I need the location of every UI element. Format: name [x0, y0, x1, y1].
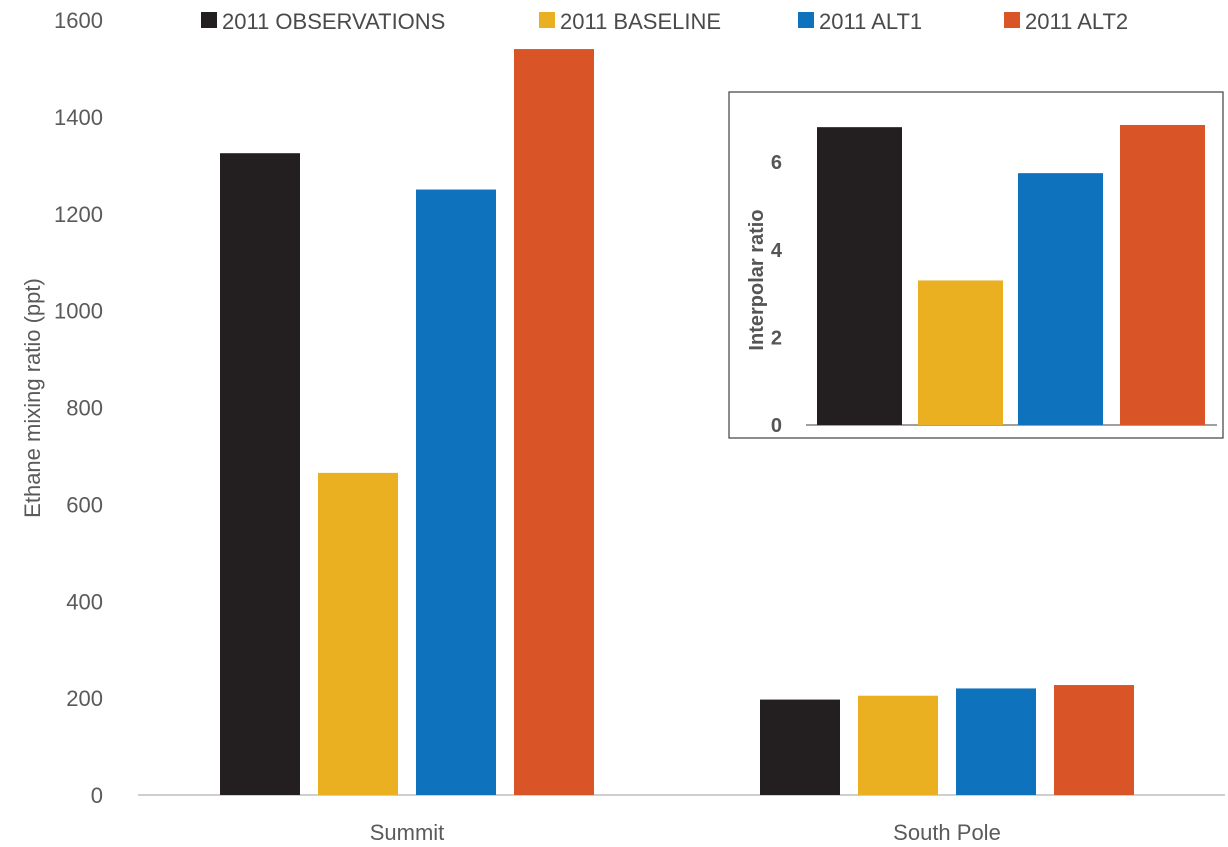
y-tick-label: 200: [66, 686, 103, 711]
bar: [956, 688, 1036, 795]
y-axis-label: Ethane mixing ratio (ppt): [20, 278, 45, 518]
bar: [858, 695, 938, 795]
legend-label: 2011 BASELINE: [560, 9, 721, 34]
inset-y-axis-label: Interpolar ratio: [746, 209, 768, 350]
x-category-label: Summit: [370, 820, 445, 845]
bars: [220, 49, 1134, 795]
inset-y-tick-label: 4: [771, 240, 783, 262]
y-tick-labels: 0 200 400 600 800 1000 1200 1400 1600: [54, 8, 103, 808]
inset-chart: Interpolar ratio 0 2 4 6: [728, 91, 1224, 439]
legend-swatch: [539, 12, 555, 28]
bar: [760, 699, 840, 795]
x-category-labels: Summit South Pole: [370, 820, 1001, 845]
y-tick-label: 600: [66, 492, 103, 517]
inset-y-tick-label: 0: [771, 415, 782, 437]
bar: [318, 472, 398, 795]
inset-y-tick-label: 6: [771, 152, 782, 174]
bar: [514, 49, 594, 795]
legend-label: 2011 ALT1: [819, 9, 922, 34]
y-tick-label: 400: [66, 589, 103, 614]
bar: [220, 153, 300, 795]
bar: [1054, 685, 1134, 795]
legend-swatch: [798, 12, 814, 28]
bar: [416, 189, 496, 795]
y-tick-label: 1400: [54, 105, 103, 130]
y-tick-label: 1000: [54, 299, 103, 324]
inset-bar: [918, 280, 1003, 425]
legend-swatch: [1004, 12, 1020, 28]
x-category-label: South Pole: [893, 820, 1001, 845]
y-tick-label: 0: [91, 783, 103, 808]
inset-bar: [1120, 124, 1205, 425]
y-tick-label: 1600: [54, 8, 103, 33]
inset-bars: [817, 124, 1205, 425]
legend-swatch: [201, 12, 217, 28]
inset-bar: [1018, 173, 1103, 425]
legend: 2011 OBSERVATIONS 2011 BASELINE 2011 ALT1 2…: [201, 9, 1128, 34]
inset-y-tick-label: 2: [771, 327, 782, 349]
legend-label: 2011 ALT2: [1025, 9, 1128, 34]
legend-label: 2011 OBSERVATIONS: [222, 9, 445, 34]
y-tick-label: 800: [66, 396, 103, 421]
y-tick-label: 1200: [54, 202, 103, 227]
inset-bar: [817, 127, 902, 425]
inset-y-tick-labels: 0 2 4 6: [771, 152, 783, 437]
